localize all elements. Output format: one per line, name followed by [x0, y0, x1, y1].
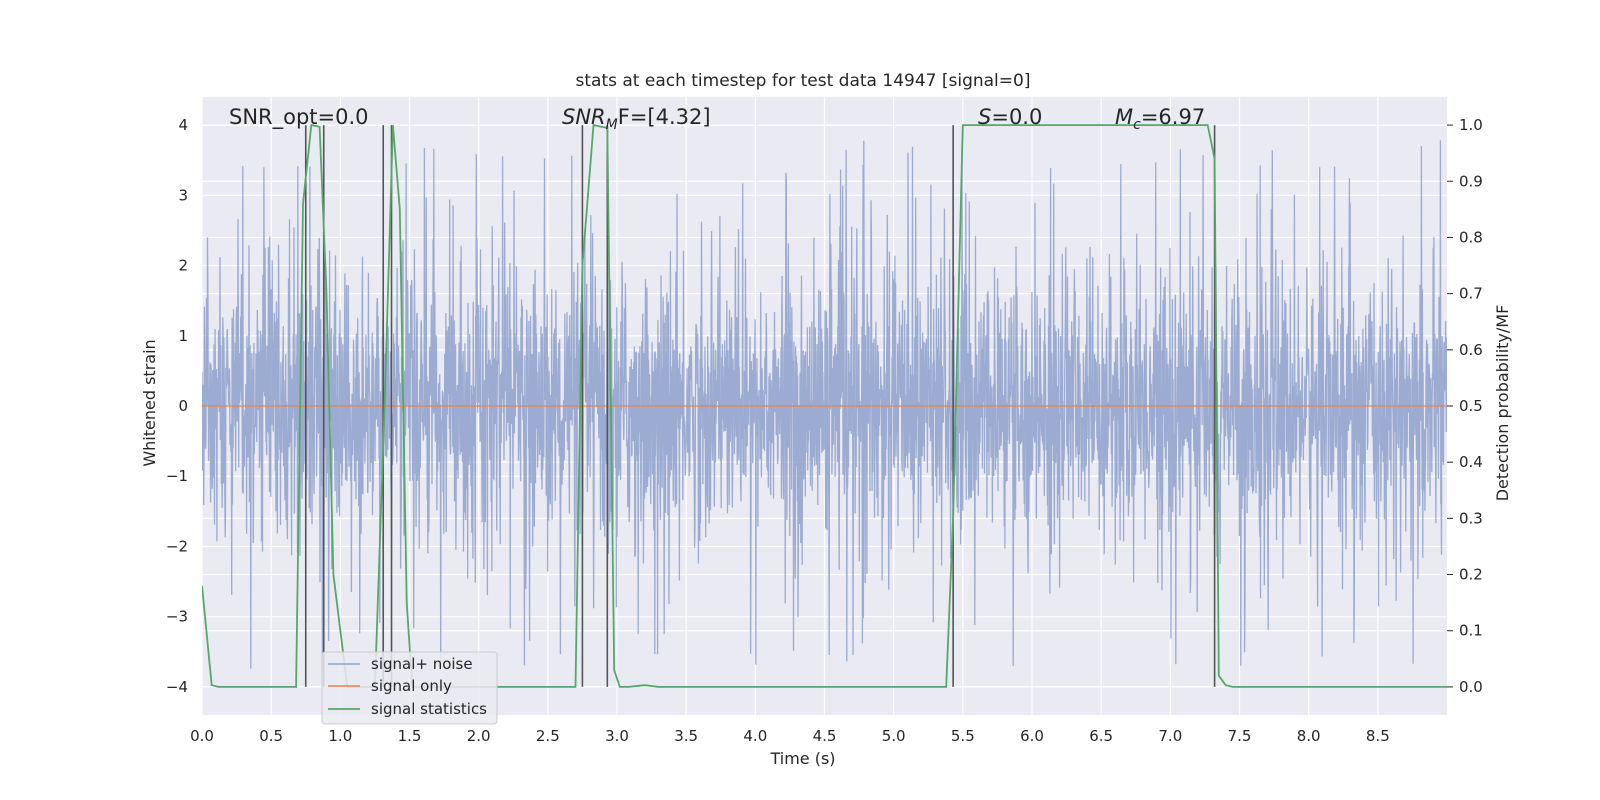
x-tick-label: 3.5	[674, 727, 698, 745]
y-right-tick-label: 0.8	[1459, 228, 1483, 246]
x-tick-label: 5.5	[951, 727, 975, 745]
y-left-tick-label: −3	[166, 608, 188, 626]
x-tick-label: 4.0	[743, 727, 767, 745]
y-left-tick-label: 1	[178, 327, 188, 345]
y-left-tick-label: −4	[166, 678, 188, 696]
y-left-axis-label: Whitened strain	[140, 339, 159, 466]
y-right-tick-label: 1.0	[1459, 116, 1483, 134]
y-right-tick-label: 0.1	[1459, 622, 1483, 640]
x-tick-label: 4.5	[813, 727, 837, 745]
y-right-tick-label: 0.2	[1459, 566, 1483, 584]
plot-area	[202, 124, 1447, 688]
y-right-tick-label: 0.4	[1459, 453, 1483, 471]
y-left-tick-label: 3	[178, 186, 188, 204]
y-right-tick-label: 0.7	[1459, 285, 1483, 303]
legend-label-signal-noise: signal+ noise	[371, 655, 473, 673]
legend-box	[321, 651, 498, 725]
y-left-tick-label: −2	[166, 537, 188, 555]
y-left-tick-label: 0	[178, 397, 188, 415]
y-right-axis-label: Detection probability/MF	[1493, 305, 1512, 502]
x-tick-label: 1.0	[328, 727, 352, 745]
x-tick-label: 7.0	[1158, 727, 1182, 745]
y-left-tick-label: −1	[166, 467, 188, 485]
x-tick-label: 2.5	[536, 727, 560, 745]
x-tick-label: 3.0	[605, 727, 629, 745]
vertical-markers	[304, 125, 1216, 687]
x-ticks: 0.0 0.5 1.0 1.5 2.0 2.5 3.0 3.5 4.0 4.5 5.0 5.5 6.0 6…	[190, 727, 1390, 745]
y-left-tick-label: 4	[178, 116, 188, 134]
legend-label-signal-statistics: signal statistics	[371, 700, 487, 718]
x-axis-label: Time (s)	[769, 749, 835, 768]
y-right-tick-label: 0.5	[1459, 397, 1483, 415]
legend: signal+ noise signal only signal statist…	[321, 651, 498, 725]
chart-title: stats at each timestep for test data 149…	[576, 71, 1031, 91]
y-right-tick-label: 0.9	[1459, 172, 1483, 190]
x-tick-label: 8.0	[1297, 727, 1321, 745]
x-tick-label: 1.5	[398, 727, 422, 745]
x-tick-label: 2.0	[467, 727, 491, 745]
series-signal-noise	[202, 140, 1447, 669]
x-tick-label: 7.5	[1228, 727, 1252, 745]
series-signal-statistics	[202, 124, 1447, 688]
y-right-tick-label: 0.0	[1459, 678, 1483, 696]
y-right-ticks: 1.0 0.9 0.8 0.7 0.6 0.5 0.4 0.3 0.2 0.1 0.0	[1447, 116, 1483, 696]
y-left-tick-label: 2	[178, 257, 188, 275]
annotation-mc: Mc=6.97	[1115, 105, 1205, 133]
annotation-s: S=0.0	[978, 105, 1042, 129]
y-right-tick-label: 0.6	[1459, 341, 1483, 359]
x-tick-label: 8.5	[1366, 727, 1390, 745]
x-tick-label: 6.0	[1020, 727, 1044, 745]
x-tick-label: 6.5	[1089, 727, 1113, 745]
y-left-ticks: 4 3 2 1 0 −1 −2 −3 −4	[166, 116, 188, 696]
y-right-tick-label: 0.3	[1459, 509, 1483, 527]
x-tick-label: 0.5	[259, 727, 283, 745]
legend-label-signal-only: signal only	[371, 677, 452, 695]
x-tick-label: 5.0	[882, 727, 906, 745]
annotation-snr-opt: SNR_opt=0.0	[229, 105, 369, 130]
annotation-snr-mf: SNRMF=[4.32]	[562, 105, 711, 133]
x-tick-label: 0.0	[190, 727, 214, 745]
